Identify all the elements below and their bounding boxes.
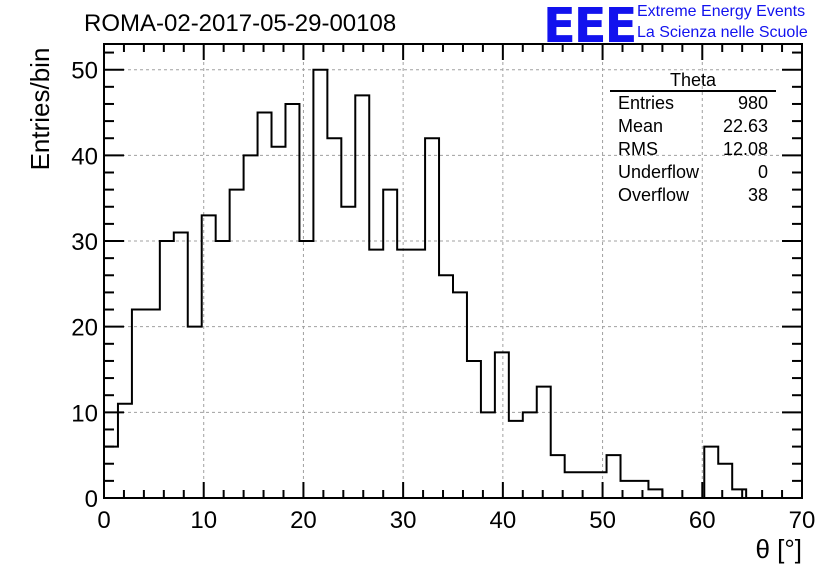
stats-row-overflow: Overflow 38: [610, 184, 776, 207]
plot-frame: [103, 43, 803, 499]
y-tick-label: 30: [71, 229, 98, 256]
eee-logo: EEE: [543, 0, 637, 54]
plot-border: [103, 43, 803, 499]
stats-value: 0: [757, 162, 768, 182]
logo-subtitle-line2: La Scienza nelle Scuole: [637, 24, 808, 41]
y-tick-label: 20: [71, 315, 98, 342]
stats-title: Theta: [610, 70, 776, 92]
x-tick-label: 0: [97, 507, 110, 534]
x-axis-ticks: 0 10 20 30 40 50 60 70: [97, 44, 815, 534]
stats-label: Entries: [618, 93, 675, 113]
x-tick-label: 70: [789, 507, 816, 534]
x-tick-label: 50: [589, 507, 616, 534]
x-axis-label: θ [°]: [755, 534, 802, 564]
y-tick-label: 50: [71, 58, 98, 85]
y-tick-label: 40: [71, 143, 98, 170]
stats-row-mean: Mean 22.63: [610, 115, 776, 138]
stats-label: Overflow: [618, 185, 690, 205]
stats-value: 38: [747, 185, 768, 205]
histogram-series: [103, 68, 802, 499]
y-axis-label: Entries/bin: [25, 47, 55, 171]
logo-subtitle-line1: Extreme Energy Events: [637, 3, 806, 20]
stats-row-entries: Entries 980: [610, 92, 776, 115]
x-tick-label: 60: [689, 507, 716, 534]
y-tick-label: 10: [71, 400, 98, 427]
stats-box: Theta Entries 980 Mean 22.63 RMS 12.08 U…: [610, 70, 776, 207]
y-axis-ticks: 0 10 20 30 40 50: [71, 51, 802, 513]
stats-label: Underflow: [618, 162, 700, 182]
stats-label: Mean: [618, 116, 664, 136]
x-tick-label: 20: [290, 507, 317, 534]
stats-value: 980: [737, 93, 768, 113]
stats-row-rms: RMS 12.08: [610, 138, 776, 161]
x-tick-label: 10: [190, 507, 217, 534]
stats-value: 12.08: [722, 139, 768, 159]
chart-title: ROMA-02-2017-05-29-00108: [84, 10, 397, 37]
x-tick-label: 30: [390, 507, 417, 534]
stats-row-underflow: Underflow 0: [610, 161, 776, 184]
grid-layer: [104, 44, 802, 498]
x-tick-label: 40: [490, 507, 517, 534]
y-tick-label: 0: [85, 486, 98, 513]
stats-value: 22.63: [722, 116, 768, 136]
stats-label: RMS: [618, 139, 658, 159]
